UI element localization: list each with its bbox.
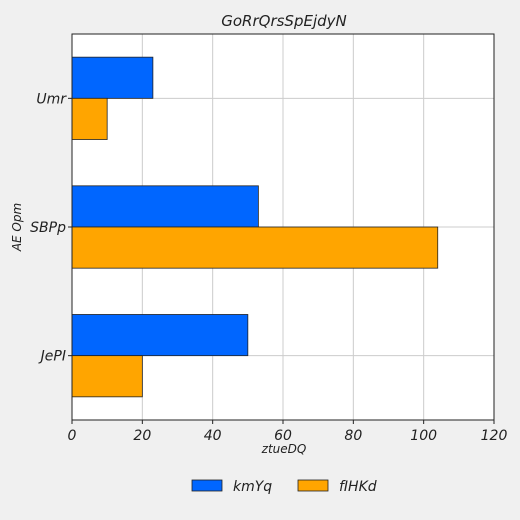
- y-tick-label: SBPp: [30, 220, 66, 236]
- x-axis-label: ztueDQ: [261, 442, 307, 456]
- y-tick-label: JePI: [38, 349, 66, 365]
- plot-border: [71, 33, 495, 421]
- x-tick-label: 40: [204, 428, 222, 444]
- bar-fIHKd-SBPp: [71, 226, 439, 269]
- x-tick-label: 0: [68, 428, 77, 444]
- x-tick-label: 120: [481, 428, 508, 444]
- y-axis-ticks: Umr SBPp JePI: [30, 91, 72, 365]
- x-tick-label: 100: [410, 428, 437, 444]
- y-tick-label: Umr: [36, 91, 67, 107]
- bar-kmYq-Umr: [71, 56, 154, 99]
- bars: [71, 56, 439, 398]
- x-tick-label: 60: [274, 428, 292, 444]
- legend-label-fIHKd: fIHKd: [339, 479, 377, 495]
- legend-swatch-kmYq: [191, 479, 223, 492]
- chart-title: GoRrQrsSpEjdyN: [221, 12, 347, 30]
- x-axis-ticks: 0 20 40 60 80 100 120: [68, 420, 508, 444]
- legend-label-kmYq: kmYq: [233, 479, 272, 495]
- bar-kmYq-SBPp: [71, 185, 259, 228]
- legend-swatch-fIHKd: [297, 479, 329, 492]
- x-tick-label: 80: [344, 428, 362, 444]
- legend: kmYq fIHKd: [191, 479, 377, 495]
- x-tick-label: 20: [133, 428, 151, 444]
- bar-kmYq-JePI: [71, 314, 249, 357]
- bar-fIHKd-Umr: [71, 97, 108, 140]
- y-axis-label: AE Opm: [10, 203, 24, 252]
- bar-fIHKd-JePI: [71, 355, 143, 398]
